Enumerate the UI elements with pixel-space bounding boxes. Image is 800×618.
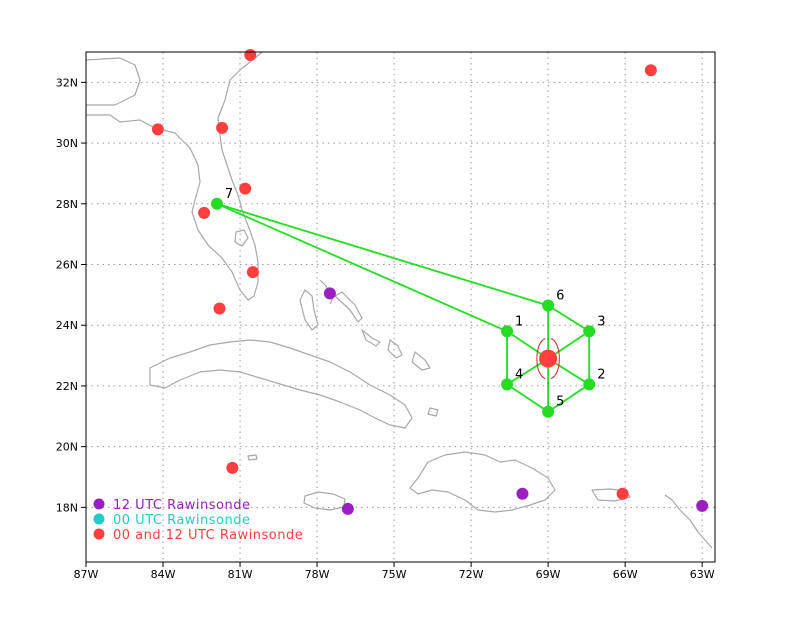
coast-upper-left (85, 57, 141, 106)
legend-marker-00and12utc (93, 528, 105, 540)
coast-lesser-antilles (664, 494, 713, 549)
coast-gulf-florida (86, 51, 263, 301)
legend-label-00utc: 00 UTC Rawinsonde (113, 513, 251, 528)
track-point-1 (501, 325, 514, 338)
rawinsonde-00-12utc (198, 206, 211, 219)
x-tick-label: 81W (228, 568, 253, 581)
coast-jamaica (303, 491, 346, 511)
x-tick-label: 69W (536, 568, 561, 581)
legend: 12 UTC Rawinsonde 00 UTC Rawinsonde 00 a… (93, 498, 303, 543)
x-tick-label: 72W (459, 568, 484, 581)
y-tick-label: 24N (56, 319, 78, 332)
track-point-label: 1 (515, 314, 523, 329)
track-point-2 (583, 378, 596, 391)
rawinsonde-00-12utc (213, 302, 226, 315)
rawinsonde-00-12utc (151, 123, 164, 136)
x-tick-label: 84W (151, 568, 176, 581)
coastlines (85, 51, 713, 549)
legend-marker-12utc (93, 498, 105, 510)
track-point-label: 5 (556, 395, 564, 410)
coast-hispaniola (409, 451, 556, 513)
track-lines (216, 202, 591, 413)
x-tick-label: 66W (613, 568, 638, 581)
rawinsonde-12utc (696, 499, 709, 512)
track-segment (547, 383, 590, 413)
legend-label-12utc: 12 UTC Rawinsonde (113, 498, 251, 513)
rawinsonde-00-12utc (644, 64, 657, 77)
map-frame (85, 51, 716, 563)
coast-andros (299, 289, 319, 331)
coast-cayman (247, 454, 258, 461)
coast-turks (427, 407, 439, 417)
track-segment (506, 383, 549, 413)
storm-outline (536, 338, 560, 380)
axis-ticks: 87W 84W 81W 78W 75W 72W 69W 66W 63W 18N 20N 22N 24N 2… (56, 76, 715, 581)
track-point-4 (501, 378, 514, 391)
rawinsonde-12utc (516, 487, 529, 500)
track-segment (216, 202, 508, 333)
legend-label-00and12utc: 00 and 12 UTC Rawinsonde (113, 528, 303, 543)
coast-bahamas-3 (361, 329, 381, 347)
track-points: 1 2 3 4 5 6 7 (210, 187, 605, 418)
y-tick-label: 28N (56, 198, 78, 211)
rawinsonde-00-12utc (226, 461, 239, 474)
grid-lines (86, 52, 715, 562)
y-tick-label: 32N (56, 76, 78, 89)
storm-center-marker (539, 349, 558, 368)
track-point-3 (583, 325, 596, 338)
coast-puerto-rico (591, 488, 631, 502)
track-point-label: 7 (225, 187, 233, 202)
x-tick-label: 75W (382, 568, 407, 581)
track-segment (547, 304, 590, 333)
coast-cuba (149, 339, 413, 429)
track-point-7 (210, 197, 223, 210)
y-tick-label: 18N (56, 501, 78, 514)
rawinsonde-00-12utc (216, 121, 229, 134)
track-point-5 (542, 405, 555, 418)
track-point-label: 4 (515, 367, 523, 382)
track-point-label: 2 (597, 367, 605, 382)
y-tick-label: 22N (56, 380, 78, 393)
coast-lake-okeechobee (234, 229, 249, 247)
y-tick-label: 30N (56, 137, 78, 150)
track-point-6 (542, 299, 555, 312)
rawinsonde-sites (151, 49, 709, 515)
track-point-label: 6 (556, 288, 564, 303)
rawinsonde-12utc (323, 287, 336, 300)
rawinsonde-00-12utc (616, 487, 629, 500)
x-tick-label: 63W (690, 568, 715, 581)
track-point-label: 3 (597, 314, 605, 329)
x-tick-label: 78W (305, 568, 330, 581)
legend-marker-00utc (93, 513, 105, 525)
coast-bahamas-5 (411, 351, 431, 371)
coast-bahamas-2 (334, 291, 363, 323)
track-segment (216, 202, 549, 307)
y-tick-label: 20N (56, 441, 78, 454)
storm-center-group (536, 338, 560, 380)
y-tick-label: 26N (56, 259, 78, 272)
rawinsonde-00-12utc (244, 49, 257, 62)
rawinsonde-00-12utc (239, 182, 252, 195)
x-tick-label: 87W (74, 568, 99, 581)
rawinsonde-12utc (341, 502, 354, 515)
rawinsonde-00-12utc (246, 266, 259, 279)
coast-bahamas-4 (387, 339, 403, 359)
